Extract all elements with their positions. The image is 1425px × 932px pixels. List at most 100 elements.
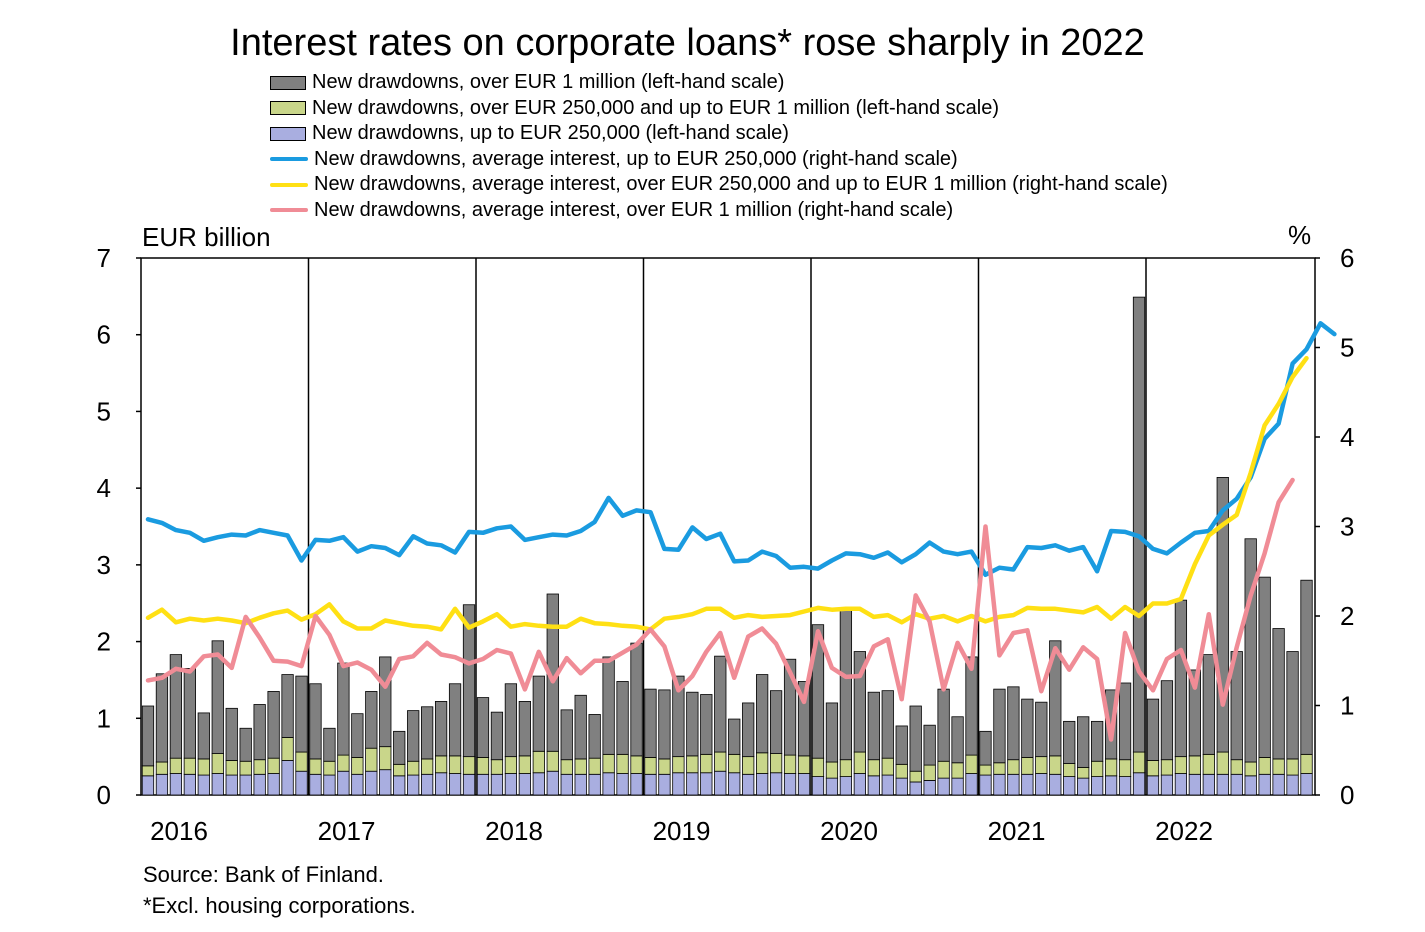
bar-segment: [281, 674, 294, 738]
bar-segment: [407, 774, 420, 796]
bar-segment: [421, 773, 434, 796]
bar-segment: [588, 714, 601, 759]
bar-segment: [211, 640, 224, 754]
legend-label-bar-mid: New drawdowns, over EUR 250,000 and up t…: [312, 96, 1000, 119]
bar-segment: [867, 759, 880, 777]
legend-item-bar-mid: New drawdowns, over EUR 250,000 and up t…: [270, 96, 1168, 122]
bar-segment: [602, 656, 615, 755]
bar-segment: [448, 683, 462, 757]
bar-segment: [644, 688, 657, 758]
right-tick-label: 1: [1340, 691, 1354, 721]
bar-segment: [756, 674, 769, 754]
bar-segment: [225, 774, 238, 796]
bar-segment: [881, 774, 894, 796]
bar-segment: [323, 760, 336, 776]
legend-label-line-mid: New drawdowns, average interest, over EU…: [314, 173, 1168, 196]
left-tick-label: 0: [97, 780, 111, 810]
bar-segment: [993, 773, 1006, 796]
legend-label-bar-small: New drawdowns, up to EUR 250,000 (left-h…: [312, 122, 789, 145]
bar-segment: [462, 756, 476, 775]
bar-segment: [1258, 773, 1271, 796]
bar-segment: [1118, 776, 1132, 796]
right-tick-label: 6: [1340, 243, 1354, 273]
x-tick-label: 2019: [653, 816, 711, 846]
bar-segment: [881, 690, 894, 759]
bar-segment: [267, 691, 280, 759]
bar-segment: [1035, 701, 1048, 758]
bar-segment: [407, 760, 420, 776]
bar-segment: [993, 762, 1006, 775]
bar-segment: [714, 751, 727, 772]
legend-line-large: [270, 208, 308, 213]
bar-segment: [407, 710, 420, 762]
bar-segment: [769, 690, 783, 754]
bar-segment: [1063, 776, 1076, 796]
bar-segment: [965, 656, 978, 756]
bar-segment: [783, 754, 797, 774]
bar-segment: [1118, 682, 1132, 761]
bar-segment: [979, 774, 992, 796]
legend-item-bar-large: New drawdowns, over EUR 1 million (left-…: [270, 70, 1168, 96]
legend-swatch-bar-mid: [270, 101, 306, 116]
source-note: Source: Bank of Finland.: [143, 862, 384, 887]
bar-segment: [1118, 759, 1132, 777]
bar-segment: [672, 756, 685, 774]
bar-segment: [337, 754, 350, 772]
bar-segment: [1244, 775, 1257, 796]
bar-segment: [867, 775, 880, 796]
bar-segment: [616, 753, 629, 774]
bar-segment: [1258, 576, 1271, 758]
bar-segment: [337, 770, 350, 796]
bar-segment: [895, 777, 908, 796]
bar-segment: [853, 751, 866, 774]
bar-segment: [1244, 761, 1257, 777]
bar-segment: [630, 755, 643, 774]
bar-segment: [825, 702, 839, 763]
bar-segment: [309, 683, 322, 760]
bar-segment: [546, 770, 559, 796]
x-tick-label: 2017: [318, 816, 376, 846]
bar-segment: [686, 772, 699, 796]
bar-segment: [756, 773, 769, 796]
legend-line-small: [270, 157, 308, 162]
bar-segment: [504, 756, 518, 774]
bar-segment: [239, 727, 252, 762]
bar-segment: [253, 759, 266, 775]
bar-segment: [672, 772, 685, 796]
bar-segment: [853, 773, 866, 796]
bar-segment: [267, 773, 280, 796]
bar-segment: [602, 753, 615, 774]
bar-segment: [658, 689, 671, 760]
right-tick-label: 5: [1340, 333, 1354, 363]
bar-segment: [462, 604, 476, 758]
bar-segment: [141, 705, 155, 767]
bar-segment: [937, 777, 950, 796]
series-line: [145, 355, 1309, 632]
bar-segment: [853, 651, 866, 753]
bar-segment: [211, 773, 224, 796]
left-tick-label: 2: [97, 627, 111, 657]
bar-segment: [811, 624, 825, 759]
bar-segment: [141, 775, 155, 796]
bar-segment: [783, 773, 797, 796]
bar-segment: [183, 757, 196, 775]
bar-segment: [923, 780, 936, 796]
bar-segment: [1286, 774, 1299, 796]
bar-segment: [700, 694, 713, 755]
bar-segment: [225, 707, 238, 761]
bar-segment: [909, 770, 922, 783]
bar-segment: [797, 681, 811, 757]
bar-segment: [434, 772, 448, 796]
bar-segment: [895, 763, 908, 779]
bar-segment: [797, 755, 811, 774]
bar-segment: [937, 760, 950, 779]
bar-segment: [1091, 760, 1104, 777]
bar-segment: [965, 754, 978, 774]
bar-segment: [504, 773, 518, 796]
bar-segment: [253, 704, 266, 761]
bar-segment: [141, 765, 155, 777]
bar-segment: [728, 718, 741, 755]
bar-segment: [965, 773, 978, 796]
bar-segment: [1146, 775, 1160, 796]
bar-segment: [1300, 773, 1313, 796]
